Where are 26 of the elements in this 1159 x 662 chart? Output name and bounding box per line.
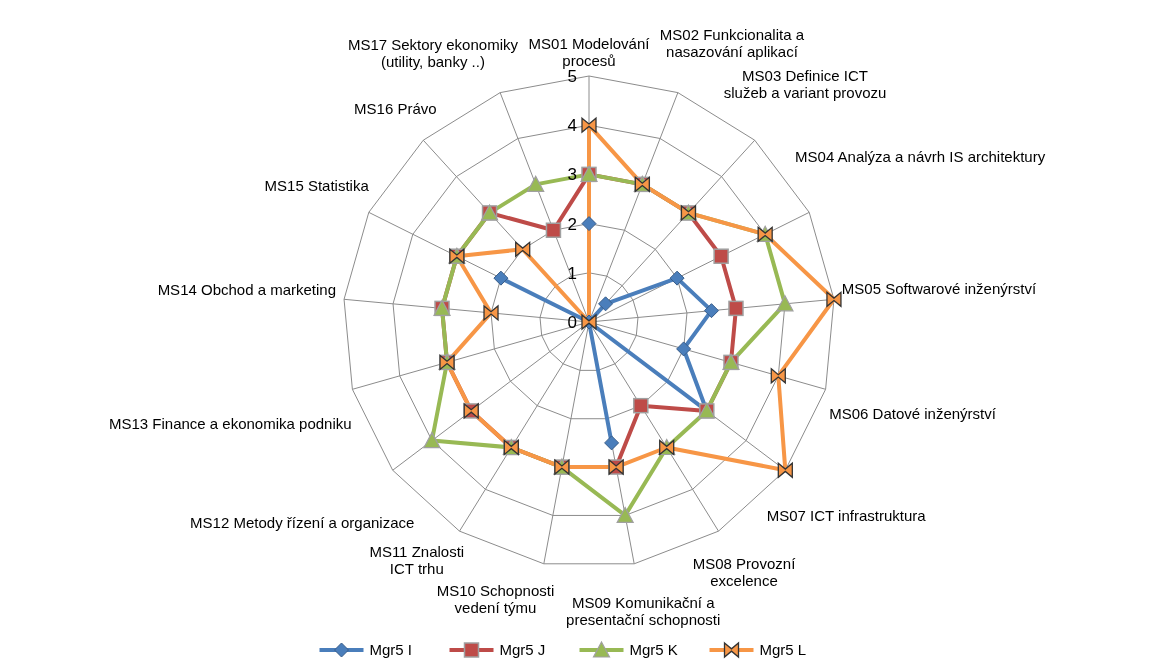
- legend-label: Mgr5 I: [369, 641, 413, 658]
- spoke-label: MS17 Sektory ekonomiky (utility, banky ..): [347, 35, 519, 70]
- spoke-label: MS10 Schopnosti vedení týmu: [436, 582, 555, 617]
- spoke-label: MS12 Metody řízení a organizace: [190, 513, 415, 531]
- spoke-label: MS15 Statistika: [264, 177, 370, 195]
- spoke-label: MS16 Právo: [354, 100, 437, 118]
- spoke-label: MS07 ICT infrastruktura: [766, 506, 927, 524]
- spoke-label: MS03 Definice ICT služeb a variant provozu: [723, 67, 887, 102]
- spoke-label: MS08 Provozní excelence: [692, 554, 797, 589]
- y-tick-label: 4: [567, 116, 577, 136]
- spoke-label: MS14 Obchod a marketing: [157, 281, 337, 299]
- spoke-label: MS06 Datové inženýrství: [829, 404, 997, 422]
- y-tick-label: 0: [567, 313, 577, 332]
- spoke-label: MS04 Analýza a návrh IS architektury: [795, 147, 1046, 165]
- spoke-label: MS02 Funkcionalita a nasazování aplikací: [659, 25, 805, 60]
- spoke-label: MS13 Finance a ekonomika podniku: [108, 414, 352, 432]
- y-tick-label: 2: [567, 214, 577, 234]
- spoke-label: MS05 Softwarové inženýrství: [841, 280, 1037, 298]
- spoke-label: MS01 Modelování procesů: [528, 35, 651, 70]
- y-tick-label: 1: [567, 263, 577, 283]
- legend-label: Mgr5 K: [629, 641, 678, 658]
- legend-label: Mgr5 L: [759, 641, 807, 658]
- legend-label: Mgr5 J: [499, 641, 546, 658]
- y-tick-label: 5: [567, 67, 577, 86]
- spoke-label: MS11 Znalosti ICT trhu: [369, 543, 465, 578]
- spoke-label: MS09 Komunikační a presentační schopnosti: [566, 594, 721, 629]
